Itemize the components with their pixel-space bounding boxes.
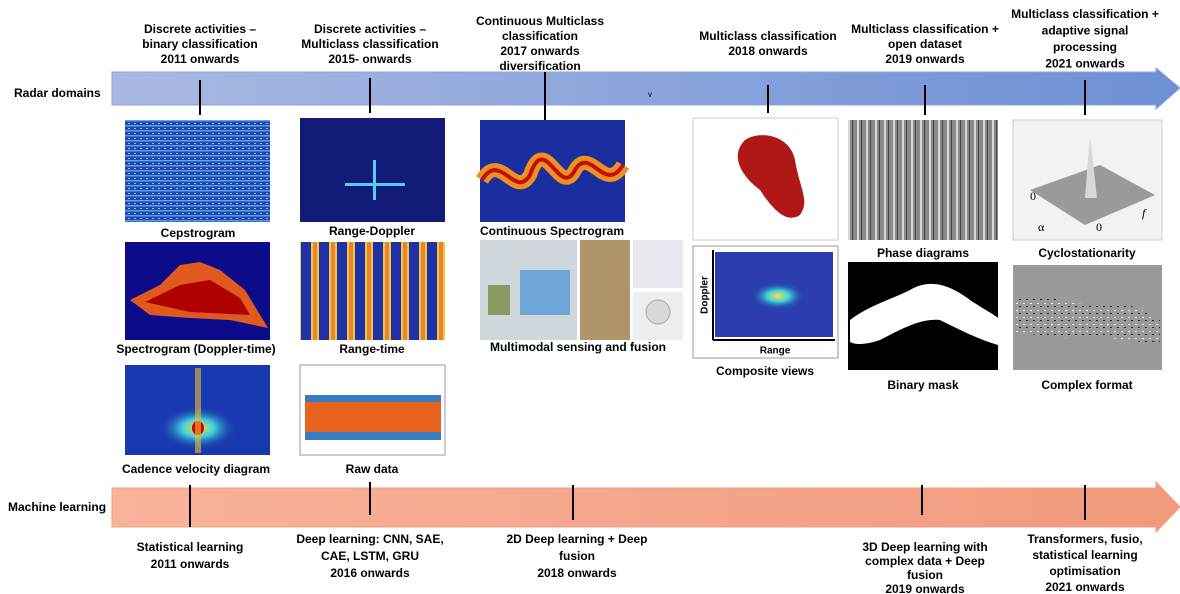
sensor — [646, 300, 670, 324]
panel-range-time — [300, 242, 445, 340]
panel-complex — [1013, 265, 1162, 370]
milestone-text: fusion — [907, 568, 943, 582]
raw-orange — [305, 402, 441, 432]
milestone-text: Statistical learning — [137, 540, 244, 554]
panel-spectrogram — [125, 242, 270, 340]
device — [520, 270, 570, 315]
panel-image — [300, 118, 445, 222]
cadence-line — [195, 368, 201, 453]
panel-image — [125, 120, 270, 222]
panel-range-doppler — [300, 118, 445, 222]
milestone-text: 2016 onwards — [330, 566, 410, 580]
caption: Cyclostationarity — [1038, 246, 1136, 260]
panel-raw-data — [300, 365, 445, 455]
panel-continuous-spectrogram — [480, 120, 625, 222]
panel-composite: Doppler Range — [693, 246, 838, 358]
milestone-text: statistical learning — [1032, 548, 1137, 562]
milestone-text: 2015- onwards — [328, 52, 412, 66]
panel-cyclostationarity: 0 α 0 f — [1013, 120, 1162, 240]
device — [488, 285, 510, 315]
milestone-text: Multiclass classification — [699, 29, 836, 43]
composite-blob — [750, 282, 806, 310]
milestone-text: 2019 onwards — [885, 52, 965, 66]
milestone-text: classification — [502, 29, 578, 43]
milestone-text: Transformers, fusio, — [1027, 532, 1142, 546]
caption: Multimodal sensing and fusion — [490, 340, 666, 354]
caption: Range-Doppler — [329, 224, 415, 238]
caption: Composite views — [716, 364, 814, 378]
milestone-text: 2011 onwards — [151, 557, 230, 571]
caption: Continuous Spectrogram — [480, 224, 624, 238]
milestone-text: optimisation — [1049, 564, 1120, 578]
milestone-text: Multiclass classification — [301, 37, 438, 51]
ml-arrow — [112, 482, 1180, 532]
panel-image — [580, 240, 630, 340]
milestone-text: CAE, LSTM, GRU — [321, 549, 419, 563]
caption: Cadence velocity diagram — [122, 462, 270, 476]
arrow-marker: v — [648, 90, 652, 99]
milestone-text: 2D Deep learning + Deep — [506, 532, 647, 546]
panel-phase — [848, 120, 998, 240]
panel-cepstrogram — [125, 120, 270, 222]
arrow-label: Radar domains — [14, 86, 101, 100]
milestone-text: diversification — [499, 59, 580, 73]
caption: Raw data — [346, 462, 399, 476]
milestone-text: adaptive signal — [1042, 24, 1129, 38]
milestone-text: 2011 onwards — [161, 52, 240, 66]
milestone-text: fusion — [559, 549, 595, 563]
timeline-figure: Radar domains v Machine learning — [0, 0, 1180, 594]
caption: Phase diagrams — [877, 246, 969, 260]
page-body: Radar domains v Machine learning — [0, 0, 1180, 594]
milestone-text: Discrete activities – — [314, 22, 426, 36]
axis-label: Doppler — [700, 276, 711, 314]
panel-cadence — [125, 365, 270, 455]
caption: Spectrogram (Doppler-time) — [116, 342, 275, 356]
milestone-text: open dataset — [888, 37, 962, 51]
milestone-text: processing — [1053, 40, 1117, 54]
milestone-text: 2021 onwards — [1045, 57, 1125, 71]
panel-multimodal — [480, 240, 683, 340]
caption: Range-time — [339, 342, 405, 356]
rd-line — [373, 160, 376, 200]
milestone-text: Deep learning: CNN, SAE, — [296, 532, 443, 546]
radar-arrow — [112, 68, 1180, 109]
panel-image — [633, 240, 683, 288]
milestone-text: Continuous Multiclass — [476, 14, 604, 28]
symbol: 0 — [1030, 189, 1036, 203]
milestone-text: binary classification — [142, 37, 257, 51]
milestone-text: Discrete activities – — [144, 22, 256, 36]
arrow-label: Machine learning — [8, 500, 106, 514]
milestone-text: complex data + Deep — [865, 554, 985, 568]
milestone-text: Multiclass classification + — [1011, 7, 1159, 21]
panel-image — [848, 120, 998, 240]
milestone-text: 2017 onwards — [500, 44, 580, 58]
symbol: 0 — [1096, 220, 1102, 234]
milestone-text: 2019 onwards — [885, 582, 965, 594]
panel-3d — [693, 118, 838, 240]
caption: Complex format — [1041, 378, 1132, 392]
caption: Binary mask — [887, 378, 959, 392]
caption: Cepstrogram — [161, 226, 236, 240]
panel-image — [300, 242, 445, 340]
milestone-text: 2018 onwards — [537, 566, 617, 580]
symbol: α — [1038, 220, 1045, 234]
panel-binary-mask — [848, 262, 998, 370]
milestone-text: 2018 onwards — [728, 44, 808, 58]
axis-label: Range — [760, 346, 791, 357]
milestone-text: 3D Deep learning with — [862, 540, 987, 554]
milestone-text: Multiclass classification + — [851, 22, 999, 36]
milestone-text: 2021 onwards — [1045, 580, 1125, 594]
page: Radar domains and machine learning timel… — [0, 0, 1180, 594]
